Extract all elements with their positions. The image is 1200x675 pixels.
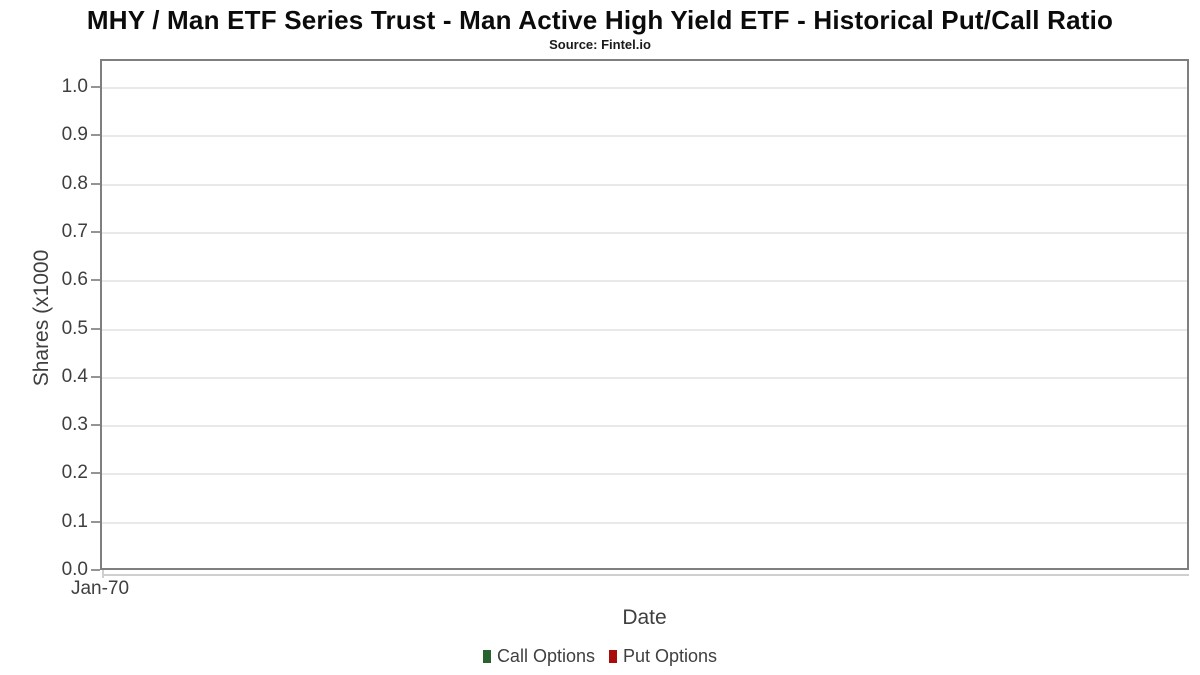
y-tick-label: 0.0	[61, 559, 88, 580]
x-axis-title: Date	[622, 606, 667, 629]
y-tick-mark	[91, 424, 100, 427]
y-tick-label: 1.0	[61, 76, 88, 97]
y-tick-label: 0.4	[61, 365, 88, 387]
y-tick-mark	[91, 375, 100, 378]
x-axis-tick-label: Jan-70	[70, 578, 130, 599]
gridline	[102, 87, 1187, 89]
legend-item-put-options: Put Options	[608, 646, 718, 667]
y-tick-label: 0.7	[61, 220, 88, 242]
gridline	[102, 231, 1187, 234]
y-tick-mark	[91, 472, 100, 475]
y-tick-label: 0.5	[61, 317, 88, 339]
gridline	[102, 376, 1187, 379]
y-tick-mark	[91, 182, 100, 185]
y-tick-mark	[91, 327, 100, 330]
legend: Call Options Put Options	[0, 646, 1200, 667]
y-tick-label: 0.8	[61, 172, 88, 194]
legend-item-call-options: Call Options	[482, 646, 595, 667]
y-tick-mark	[91, 520, 100, 523]
y-tick-label: 0.9	[61, 124, 88, 146]
y-tick-mark	[91, 569, 100, 571]
gridline	[102, 280, 1187, 283]
x-axis-line	[102, 574, 1189, 576]
plot-area	[100, 59, 1189, 570]
y-tick-mark	[91, 230, 100, 233]
legend-marker-icon	[482, 650, 491, 663]
y-tick-label: 0.3	[61, 414, 88, 436]
legend-marker-icon	[608, 650, 617, 663]
gridline	[102, 473, 1187, 476]
y-tick-label: 0.1	[61, 510, 88, 532]
gridline	[102, 521, 1187, 524]
legend-label: Put Options	[622, 646, 718, 666]
gridline	[102, 183, 1187, 186]
y-tick-mark	[91, 134, 100, 137]
y-tick-label: 0.2	[61, 462, 88, 484]
x-axis-tick-mark	[102, 570, 104, 578]
y-tick-mark	[91, 279, 100, 282]
y-tick-mark	[91, 86, 100, 88]
y-tick-label: 0.6	[61, 269, 88, 291]
gridline	[102, 328, 1187, 331]
chart-subtitle: Source: Fintel.io	[549, 37, 651, 52]
gridline	[102, 425, 1187, 428]
gridline	[102, 135, 1187, 138]
chart-title: MHY / Man ETF Series Trust - Man Active …	[86, 5, 1114, 35]
legend-label: Call Options	[496, 646, 595, 666]
